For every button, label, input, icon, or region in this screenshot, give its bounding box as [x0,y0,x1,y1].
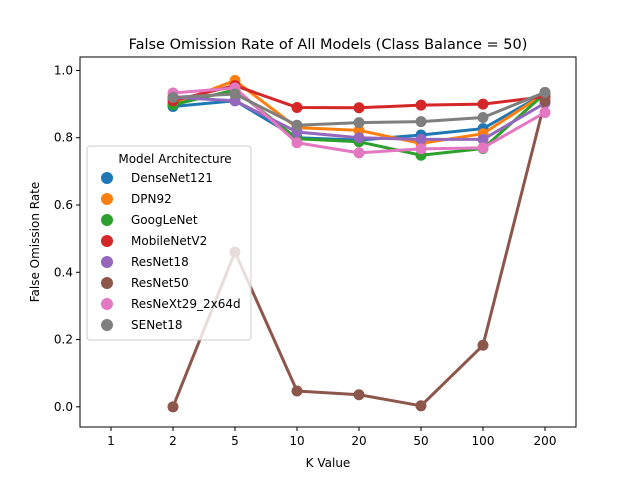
legend-box [86,145,252,341]
legend-marker [101,172,113,184]
legend-marker [101,298,113,310]
legend-marker [101,193,113,205]
plot-area [79,56,577,428]
y-tick-label: 0.8 [54,131,73,145]
data-point [353,117,365,129]
data-point [353,147,365,159]
legend-entry-label: SENet18 [131,318,183,332]
data-point [353,389,365,401]
plot-frame [79,56,577,428]
legend-marker [101,214,113,226]
y-tick-label: 0.4 [54,265,73,279]
y-axis-label: False Omission Rate [28,182,42,303]
legend-marker [101,235,113,247]
x-tick-label: 1 [107,434,115,448]
y-tick-label: 0.0 [54,400,73,414]
data-point [539,95,551,107]
data-point [539,107,551,118]
x-tick-label: 20 [351,434,366,448]
data-point [415,133,427,145]
x-axis-label: K Value [306,456,351,470]
y-tick-label: 1.0 [54,63,73,77]
legend-marker [101,319,113,331]
legend-entry-label: MobileNetV2 [131,234,207,248]
x-tick-label: 10 [289,434,304,448]
data-point [353,132,365,144]
data-point [353,102,365,114]
legend: Model Architecture DenseNet121 DPN92 GoogL… [86,145,252,341]
data-point [291,137,303,149]
y-tick-label: 0.6 [54,198,73,212]
data-point [415,116,427,128]
legend-entry-label: GoogLeNet [131,213,198,227]
legend-title: Model Architecture [118,152,231,166]
legend-marker [101,277,113,289]
data-point [291,101,303,113]
data-point [477,112,489,124]
series-senet18 [167,86,551,131]
data-point [539,86,551,98]
x-tick-label: 50 [413,434,428,448]
data-point [167,401,179,413]
data-point [477,133,489,145]
data-point [291,119,303,131]
data-point [477,98,489,110]
x-tick-label: 200 [534,434,557,448]
legend-entry-label: DenseNet121 [131,171,213,185]
series-group [167,75,551,413]
x-tick-label: 2 [169,434,177,448]
y-axis-ticks: 0.0 0.2 0.4 0.6 0.8 1.0 [54,63,80,414]
data-point [415,400,427,412]
x-tick-label: 5 [231,434,239,448]
legend-items: DenseNet121 DPN92 GoogLeNet MobileNetV2 ResN… [101,171,241,332]
x-tick-label: 100 [472,434,495,448]
legend-entry-label: ResNeXt29_2x64d [131,297,241,311]
data-point [167,91,179,103]
x-axis-ticks: 1 2 5 10 20 50 100 200 [107,427,556,448]
legend-entry-label: ResNet18 [131,255,189,269]
data-point [291,385,303,397]
y-tick-label: 0.2 [54,333,73,347]
legend-marker [101,256,113,268]
data-point [415,143,427,155]
data-point [415,99,427,111]
data-point [229,88,241,100]
data-point [477,339,489,351]
legend-entry-label: ResNet50 [131,276,189,290]
chart-title: False Omission Rate of All Models (Class… [129,37,528,53]
data-point [477,142,489,154]
legend-entry-label: DPN92 [131,192,172,206]
